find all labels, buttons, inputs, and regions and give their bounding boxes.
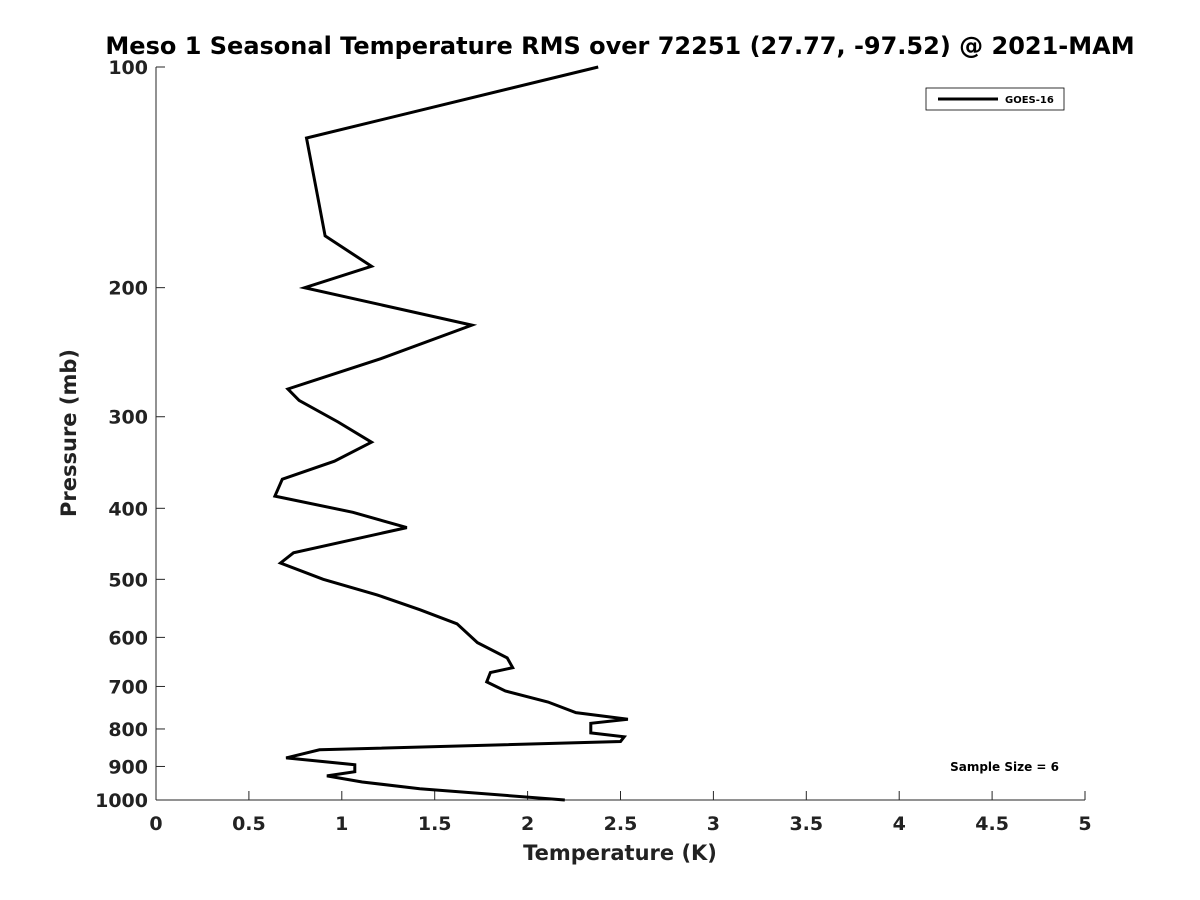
y-axis-label: Pressure (mb) bbox=[57, 349, 81, 517]
y-tick-label: 900 bbox=[108, 756, 148, 778]
x-tick-label: 4.5 bbox=[975, 813, 1009, 835]
legend-label-goes16: GOES-16 bbox=[1005, 95, 1054, 106]
x-tick-label: 2.5 bbox=[604, 813, 638, 835]
x-tick-label: 5 bbox=[1078, 813, 1091, 835]
sample-size-annotation: Sample Size = 6 bbox=[950, 760, 1059, 774]
chart-title: Meso 1 Seasonal Temperature RMS over 722… bbox=[105, 32, 1134, 60]
x-tick-label: 3 bbox=[707, 813, 720, 835]
x-tick-label: 1 bbox=[335, 813, 348, 835]
x-tick-label: 0 bbox=[149, 813, 162, 835]
y-tick-label: 200 bbox=[108, 278, 148, 300]
y-tick-label: 500 bbox=[108, 569, 148, 591]
legend: GOES-16 bbox=[925, 87, 1065, 111]
y-tick-label: 1000 bbox=[95, 790, 148, 812]
axes-box bbox=[155, 67, 1085, 801]
series-layer bbox=[272, 65, 629, 802]
x-tick-label: 4 bbox=[893, 813, 906, 835]
x-axis-label: Temperature (K) bbox=[523, 841, 717, 865]
x-tick-label: 3.5 bbox=[789, 813, 823, 835]
y-tick-label: 600 bbox=[108, 627, 148, 649]
series-line-goes-16 bbox=[272, 65, 629, 802]
x-ticks: 0 0.5 1 1.5 2 2.5 3 3.5 4 4.5 5 bbox=[149, 791, 1092, 835]
y-tick-label: 700 bbox=[108, 676, 148, 698]
x-tick-label: 1.5 bbox=[418, 813, 452, 835]
x-tick-label: 0.5 bbox=[232, 813, 266, 835]
y-tick-label: 100 bbox=[108, 57, 148, 79]
y-tick-label: 300 bbox=[108, 407, 148, 429]
y-ticks: 100 200 300 400 500 600 700 800 900 1000 bbox=[95, 57, 165, 812]
y-tick-label: 400 bbox=[108, 498, 148, 520]
y-tick-label: 800 bbox=[108, 719, 148, 741]
x-tick-label: 2 bbox=[521, 813, 534, 835]
